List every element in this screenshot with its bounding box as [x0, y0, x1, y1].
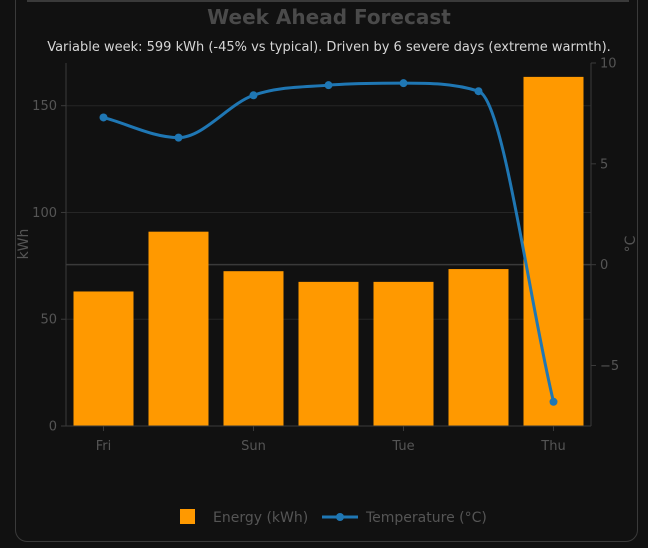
energy-bar: [298, 281, 359, 426]
legend-temperature-label: Temperature (°C): [365, 510, 487, 526]
energy-bar: [373, 281, 434, 426]
legend-temperature-marker: [336, 513, 344, 521]
x-tick-label: Fri: [96, 439, 112, 454]
card-top-border: [27, 0, 629, 2]
temperature-point: [99, 113, 108, 122]
y-tick-label: 100: [32, 206, 57, 221]
energy-bar: [448, 269, 509, 426]
x-tick-label: Tue: [391, 439, 414, 454]
x-tick-label: Thu: [540, 439, 565, 454]
y2-tick-label: 5: [600, 157, 608, 172]
energy-bar: [148, 231, 209, 426]
chart-subtitle: Variable week: 599 kWh (-45% vs typical)…: [47, 40, 611, 55]
energy-bar: [73, 291, 134, 426]
energy-bar: [223, 271, 284, 426]
y2-tick-label: 10: [600, 57, 617, 72]
temperature-point: [399, 79, 408, 88]
energy-bar: [523, 76, 584, 427]
y-axis-label: kWh: [16, 229, 32, 260]
legend: Energy (kWh) Temperature (°C): [180, 509, 487, 526]
y-tick-label: 150: [32, 99, 57, 114]
temperature-point: [324, 81, 333, 90]
temperature-point: [174, 133, 183, 142]
y-tick-label: 50: [40, 313, 57, 328]
temperature-line: [103, 81, 555, 403]
temperature-line-layer: [99, 79, 558, 406]
temperature-point: [249, 91, 258, 100]
legend-energy-label: Energy (kWh): [213, 510, 308, 526]
y2-tick-label: 0: [600, 258, 608, 273]
energy-bars: [73, 76, 584, 427]
y-tick-label: 0: [49, 420, 57, 435]
axes: 0 50 100 150 −5 0 5 10 Fri Sun Tue Thu: [32, 57, 619, 455]
chart-title: Week Ahead Forecast: [207, 5, 451, 29]
x-tick-label: Sun: [241, 439, 266, 454]
temperature-point: [549, 397, 558, 406]
temperature-point: [474, 87, 483, 96]
legend-energy-swatch: [180, 509, 195, 524]
y2-axis-label: °C: [623, 235, 639, 252]
y2-tick-label: −5: [600, 359, 619, 374]
